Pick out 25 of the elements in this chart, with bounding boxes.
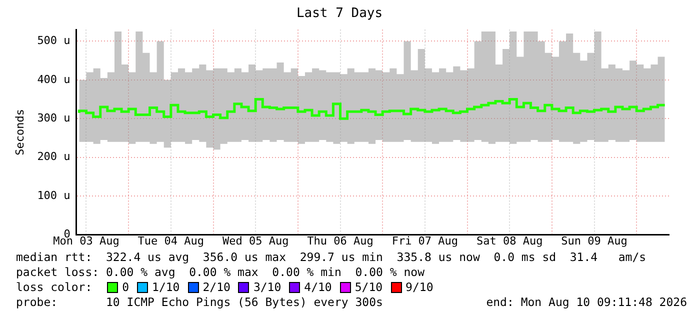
- text: probe: 10 ICMP Echo Pings (56 Bytes) every 300s: [16, 295, 383, 310]
- legend-label: 0: [122, 280, 130, 295]
- y-axis-title: Seconds: [13, 109, 26, 156]
- x-tick-label: Sun 09 Aug: [561, 234, 628, 248]
- x-tick-label: Fri 07 Aug: [392, 234, 458, 248]
- legend-label: 9/10: [406, 280, 434, 295]
- y-tick-label: 500 u: [37, 34, 70, 48]
- y-tick-label: 300 u: [37, 112, 70, 125]
- legend-title: loss color:: [16, 280, 94, 295]
- x-tick-label: Thu 06 Aug: [307, 234, 374, 248]
- legend-label: 3/10: [253, 280, 282, 295]
- text: packet loss: 0.00 % avg 0.00 % max 0.00 % min 0.00 % now: [16, 265, 424, 280]
- legend-label: 5/10: [354, 280, 383, 295]
- x-tick-label: Tue 04 Aug: [138, 234, 204, 248]
- legend-label: 1/10: [152, 280, 180, 295]
- x-tick-label: Sat 08 Aug: [476, 234, 543, 248]
- y-tick-label: 200 u: [37, 150, 70, 164]
- legend-label: 4/10: [304, 280, 332, 295]
- text: median rtt: 322.4 us avg 356.0 us max 299.7 us min 335.8 us now 0.0 ms sd 31.4 am/s: [16, 250, 646, 265]
- y-tick-label: 400 u: [37, 72, 70, 86]
- legend-label: 2/10: [202, 280, 230, 295]
- y-tick-label: 100 u: [37, 188, 70, 202]
- chart-title: Last 7 Days: [296, 6, 383, 22]
- text: end: Mon Aug 10 09:11:48 2026: [486, 295, 687, 310]
- x-tick-label: Wed 05 Aug: [222, 234, 289, 248]
